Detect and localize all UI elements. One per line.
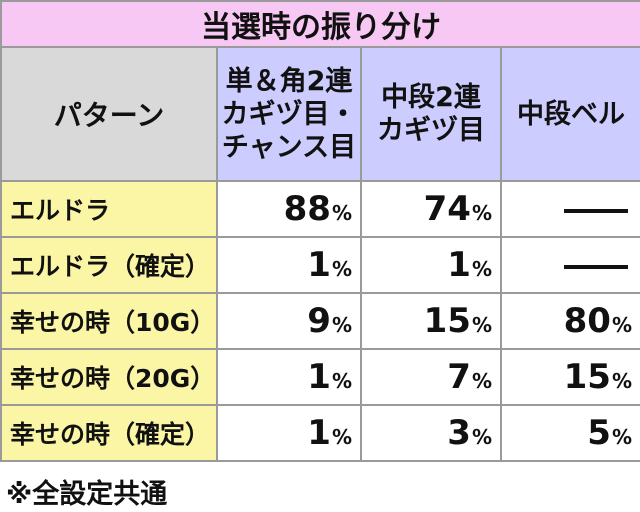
column-header-2-line: カギヅ目 [377, 115, 485, 146]
table-title: 当選時の振り分け [0, 0, 640, 48]
table-row: 幸せの時（10G） 9% 15% 80% [0, 292, 640, 350]
percent-sign: % [471, 201, 492, 225]
value-cell: 74% [360, 180, 502, 238]
value-cell: 15% [500, 348, 640, 406]
column-header-2-line: 中段2連 [381, 82, 481, 113]
percent-sign: % [471, 313, 492, 337]
table-row: 幸せの時（20G） 1% 7% 15% [0, 348, 640, 406]
value-number: 15 [423, 301, 471, 341]
value-number: 3 [447, 413, 471, 453]
percent-sign: % [611, 425, 632, 449]
value-cell [500, 180, 640, 238]
value-number: 1 [447, 245, 471, 285]
column-header-2: 中段2連 カギヅ目 [360, 46, 502, 182]
percent-sign: % [331, 425, 352, 449]
percent-sign: % [331, 313, 352, 337]
percent-sign: % [471, 425, 492, 449]
value-cell: 88% [216, 180, 362, 238]
column-header-1-line: 単＆角2連 [225, 65, 353, 97]
value-cell: 5% [500, 404, 640, 462]
value-cell: 9% [216, 292, 362, 350]
value-cell: 1% [360, 236, 502, 294]
value-number: 1 [307, 413, 331, 453]
table-row: 幸せの時（確定） 1% 3% 5% [0, 404, 640, 462]
value-number: 5 [587, 413, 611, 453]
row-label: エルドラ（確定） [0, 236, 218, 294]
percent-sign: % [331, 257, 352, 281]
value-cell: 80% [500, 292, 640, 350]
column-header-3: 中段ベル [500, 46, 640, 182]
percent-sign: % [331, 369, 352, 393]
row-label: 幸せの時（20G） [0, 348, 218, 406]
column-header-3-line: 中段ベル [517, 98, 625, 130]
dash-mark [564, 208, 628, 213]
table-row: エルドラ（確定） 1% 1% [0, 236, 640, 294]
percent-sign: % [611, 313, 632, 337]
table-row: エルドラ 88% 74% [0, 180, 640, 238]
value-cell: 1% [216, 236, 362, 294]
value-number: 1 [307, 357, 331, 397]
percent-sign: % [611, 369, 632, 393]
value-cell: 1% [216, 404, 362, 462]
value-number: 9 [307, 301, 331, 341]
value-cell: 1% [216, 348, 362, 406]
column-header-1-line: チャンス目 [221, 131, 357, 163]
value-cell: 15% [360, 292, 502, 350]
row-label: 幸せの時（確定） [0, 404, 218, 462]
value-cell [500, 236, 640, 294]
percent-sign: % [471, 257, 492, 281]
value-number: 1 [307, 245, 331, 285]
column-header-1-line: カギヅ目・ [221, 98, 357, 130]
value-cell: 3% [360, 404, 502, 462]
distribution-table: 当選時の振り分け パターン 単＆角2連 カギヅ目・ チャンス目 中段2連 カギヅ… [0, 0, 640, 462]
dash-mark [564, 264, 628, 269]
pattern-header: パターン [0, 46, 218, 182]
value-number: 80 [563, 301, 611, 341]
percent-sign: % [331, 201, 352, 225]
footnote: ※全設定共通 [6, 479, 168, 510]
value-cell: 7% [360, 348, 502, 406]
percent-sign: % [471, 369, 492, 393]
column-header-1: 単＆角2連 カギヅ目・ チャンス目 [216, 46, 362, 182]
row-label: エルドラ [0, 180, 218, 238]
value-number: 88 [283, 189, 331, 229]
value-number: 15 [563, 357, 611, 397]
value-number: 7 [447, 357, 471, 397]
value-number: 74 [423, 189, 471, 229]
row-label: 幸せの時（10G） [0, 292, 218, 350]
